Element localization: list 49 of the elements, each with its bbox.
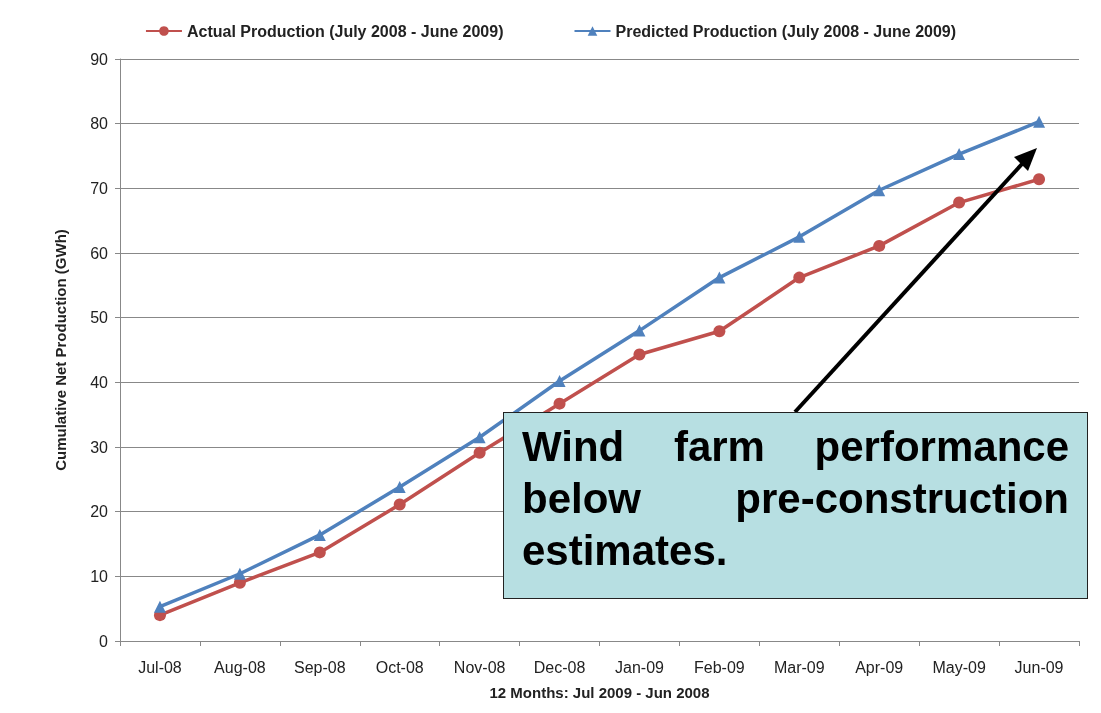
point — [713, 325, 726, 338]
x-tick-label: Oct-08 — [375, 658, 424, 676]
x-tick-label: May-09 — [932, 658, 986, 676]
y-axis-title: Cumulative Net Production (GWh) — [52, 229, 69, 471]
point — [233, 567, 246, 580]
y-tick-label: 20 — [90, 503, 109, 521]
y-tick-label: 80 — [90, 115, 109, 133]
y-tick-label: 40 — [90, 373, 109, 391]
point — [553, 375, 566, 388]
point — [793, 271, 806, 284]
point — [313, 546, 326, 559]
y-tick-label: 30 — [90, 438, 109, 456]
point — [553, 397, 566, 410]
point — [1033, 173, 1046, 186]
point — [153, 600, 166, 613]
point — [633, 348, 646, 361]
x-tick-label: Apr-09 — [855, 658, 904, 676]
y-tick-label: 0 — [99, 632, 109, 650]
y-tick-label: 70 — [90, 179, 109, 197]
x-tick-label: Nov-08 — [453, 658, 506, 676]
x-tick-label: Feb-09 — [694, 658, 745, 676]
annotation: Wind farm performance below pre-construction estimates. — [503, 412, 1088, 599]
point — [473, 446, 486, 459]
x-tick-label: Sep-08 — [293, 658, 346, 676]
x-tick-label: Jan-09 — [615, 658, 665, 676]
x-tick-label: Aug-08 — [214, 658, 266, 676]
x-tick-label: Dec-08 — [533, 658, 586, 676]
point — [313, 528, 326, 541]
point — [793, 230, 806, 243]
y-tick-label: 90 — [90, 50, 109, 68]
y-tick-label: 10 — [90, 567, 109, 585]
point — [473, 431, 486, 444]
x-tick-label: Mar-09 — [773, 658, 825, 676]
point — [633, 324, 646, 337]
point — [953, 196, 966, 209]
point — [713, 271, 726, 284]
point — [393, 481, 406, 494]
point — [873, 239, 886, 252]
y-tick-label: 60 — [90, 244, 109, 262]
point — [1033, 115, 1046, 128]
x-tick-label: Jul-08 — [138, 658, 182, 676]
point — [393, 498, 406, 511]
y-tick-label: 50 — [90, 309, 109, 327]
point — [873, 184, 886, 197]
x-tick-label: Jun-09 — [1014, 658, 1064, 676]
legend-label: Predicted Production (July 2008 - June 2009) — [615, 22, 957, 40]
legend-label: Actual Production (July 2008 - June 2009) — [186, 22, 504, 40]
x-axis-title: 12 Months: Jul 2009 - Jun 2008 — [489, 684, 710, 701]
point — [953, 148, 966, 161]
